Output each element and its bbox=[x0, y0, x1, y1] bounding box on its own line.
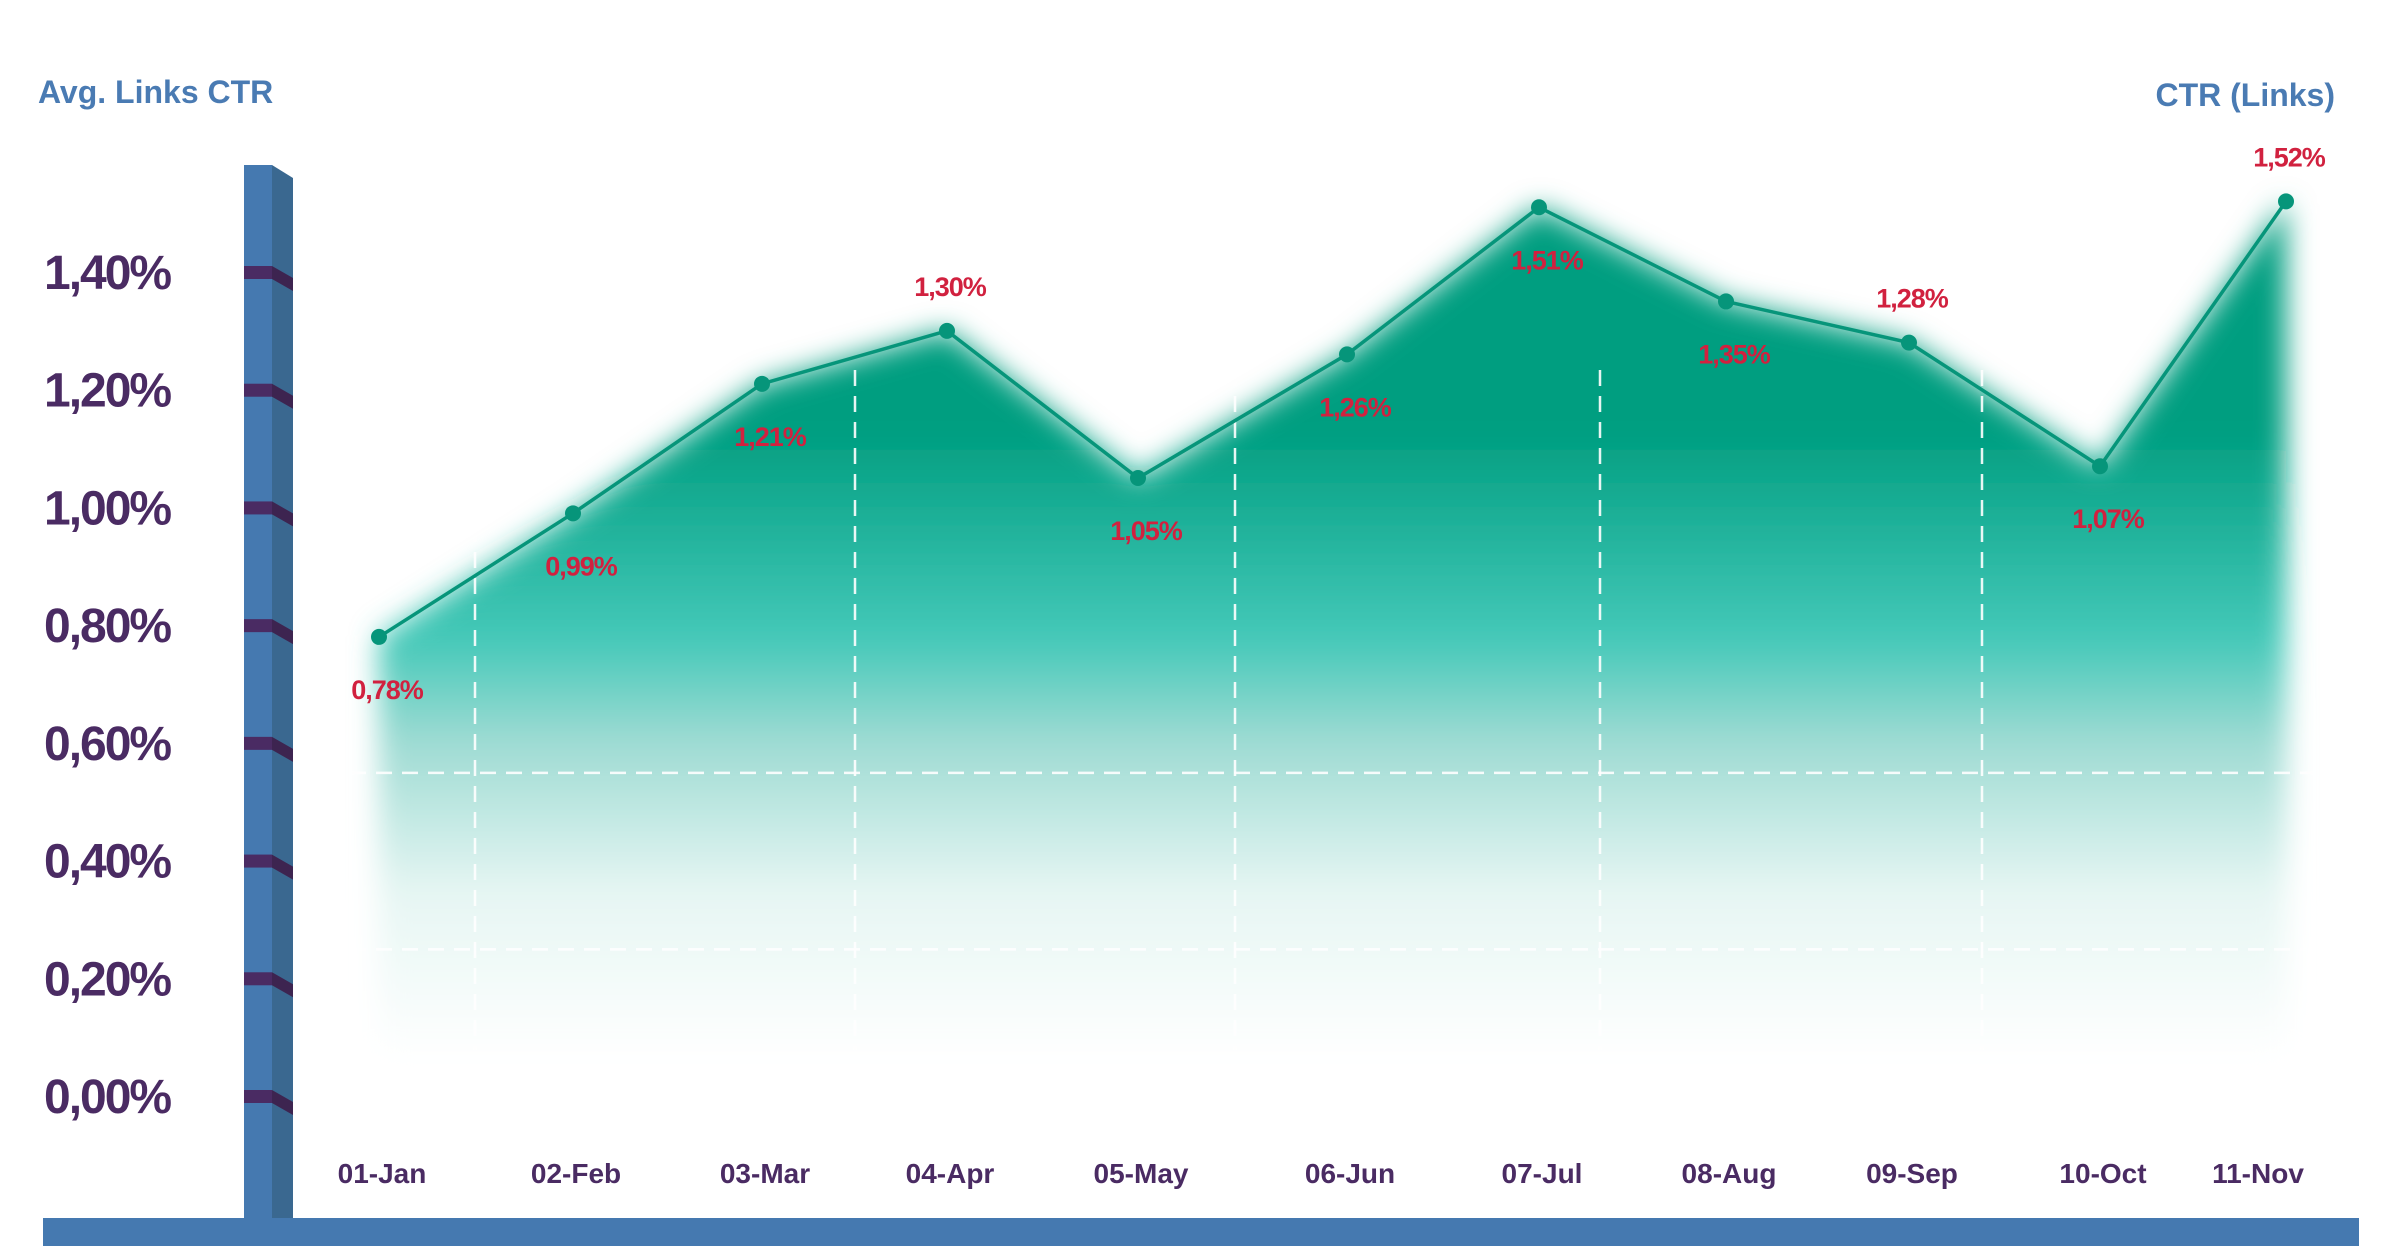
series-title: CTR (Links) bbox=[2155, 77, 2335, 113]
data-label: 1,26% bbox=[1319, 392, 1392, 422]
y-tick-mark bbox=[244, 736, 272, 750]
data-point bbox=[2092, 458, 2108, 475]
grid-lines bbox=[350, 370, 2330, 1050]
x-tick-label: 10-Oct bbox=[2059, 1158, 2146, 1189]
data-label: 1,07% bbox=[2072, 504, 2145, 534]
data-label: 1,05% bbox=[1110, 516, 1183, 546]
data-label: 0,99% bbox=[545, 551, 618, 581]
y-tick-mark bbox=[244, 501, 272, 515]
area-shape bbox=[379, 201, 2286, 1060]
x-tick-label: 07-Jul bbox=[1502, 1158, 1583, 1189]
y-tick-label: 0,20% bbox=[44, 953, 171, 1006]
y-tick-mark-side bbox=[272, 266, 293, 291]
y-axis: 0,00% 0,20% 0,40% 0,60% 0,80% 1,00% 1,20% 1,40% bbox=[44, 165, 293, 1223]
y-tick-mark bbox=[244, 972, 272, 986]
data-label: 1,30% bbox=[914, 272, 987, 302]
x-axis-bar bbox=[43, 1218, 2359, 1246]
y-tick-mark bbox=[244, 619, 272, 633]
data-point bbox=[1531, 199, 1547, 216]
data-point bbox=[1901, 334, 1917, 351]
data-point bbox=[939, 322, 955, 339]
data-label: 1,21% bbox=[734, 422, 807, 452]
y-tick-mark bbox=[244, 854, 272, 868]
data-label: 1,35% bbox=[1698, 339, 1771, 369]
data-point bbox=[754, 375, 770, 392]
data-label: 1,51% bbox=[1511, 245, 1584, 275]
y-tick-label: 0,00% bbox=[44, 1071, 171, 1124]
x-tick-label: 08-Aug bbox=[1682, 1158, 1777, 1189]
y-tick-mark bbox=[244, 266, 272, 279]
y-tick-mark-side bbox=[272, 501, 293, 527]
x-tick-label: 06-Jun bbox=[1305, 1158, 1395, 1189]
data-point bbox=[1718, 293, 1734, 310]
data-labels: 0,78% 0,99% 1,21% 1,30% 1,05% 1,26% 1,51% 1,35%… bbox=[351, 142, 2327, 705]
x-tick-label: 01-Jan bbox=[338, 1158, 427, 1189]
y-tick-mark bbox=[244, 383, 272, 397]
y-tick-label: 0,80% bbox=[44, 600, 171, 653]
x-tick-label: 09-Sep bbox=[1866, 1158, 1958, 1189]
x-tick-label: 02-Feb bbox=[531, 1158, 621, 1189]
y-tick-mark-side bbox=[272, 972, 293, 998]
area-fill bbox=[379, 201, 2286, 1060]
y-tick-label: 0,40% bbox=[44, 836, 171, 889]
y-tick-mark-side bbox=[272, 619, 293, 645]
y-tick-mark-side bbox=[272, 1090, 293, 1115]
data-label: 1,52% bbox=[2253, 142, 2326, 172]
y-tick-mark-side bbox=[272, 854, 293, 880]
data-point bbox=[1130, 470, 1146, 486]
y-tick-label: 1,40% bbox=[44, 247, 171, 300]
data-point bbox=[2278, 193, 2294, 210]
y-tick-label: 0,60% bbox=[44, 718, 171, 771]
x-tick-label: 05-May bbox=[1094, 1158, 1189, 1189]
y-axis-title: Avg. Links CTR bbox=[38, 74, 273, 110]
y-tick-label: 1,00% bbox=[44, 482, 171, 535]
x-tick-label: 03-Mar bbox=[720, 1158, 810, 1189]
x-axis-labels: 01-Jan 02-Feb 03-Mar 04-Apr 05-May 06-Jun 07-J… bbox=[338, 1158, 2305, 1189]
data-label: 1,28% bbox=[1876, 284, 1949, 314]
series-line bbox=[371, 193, 2294, 645]
y-tick-mark-side bbox=[272, 383, 293, 409]
x-tick-label: 11-Nov bbox=[2212, 1158, 2304, 1189]
y-tick-mark-side bbox=[272, 736, 293, 762]
y-tick-label: 1,20% bbox=[44, 365, 171, 418]
data-label: 0,78% bbox=[351, 675, 424, 705]
data-point bbox=[371, 628, 387, 645]
data-point bbox=[565, 505, 581, 522]
y-axis-bar-front bbox=[244, 165, 272, 1223]
y-tick-mark bbox=[244, 1090, 272, 1103]
x-tick-label: 04-Apr bbox=[906, 1158, 995, 1189]
data-point bbox=[1339, 346, 1355, 363]
y-axis-bar-side bbox=[272, 165, 293, 1223]
